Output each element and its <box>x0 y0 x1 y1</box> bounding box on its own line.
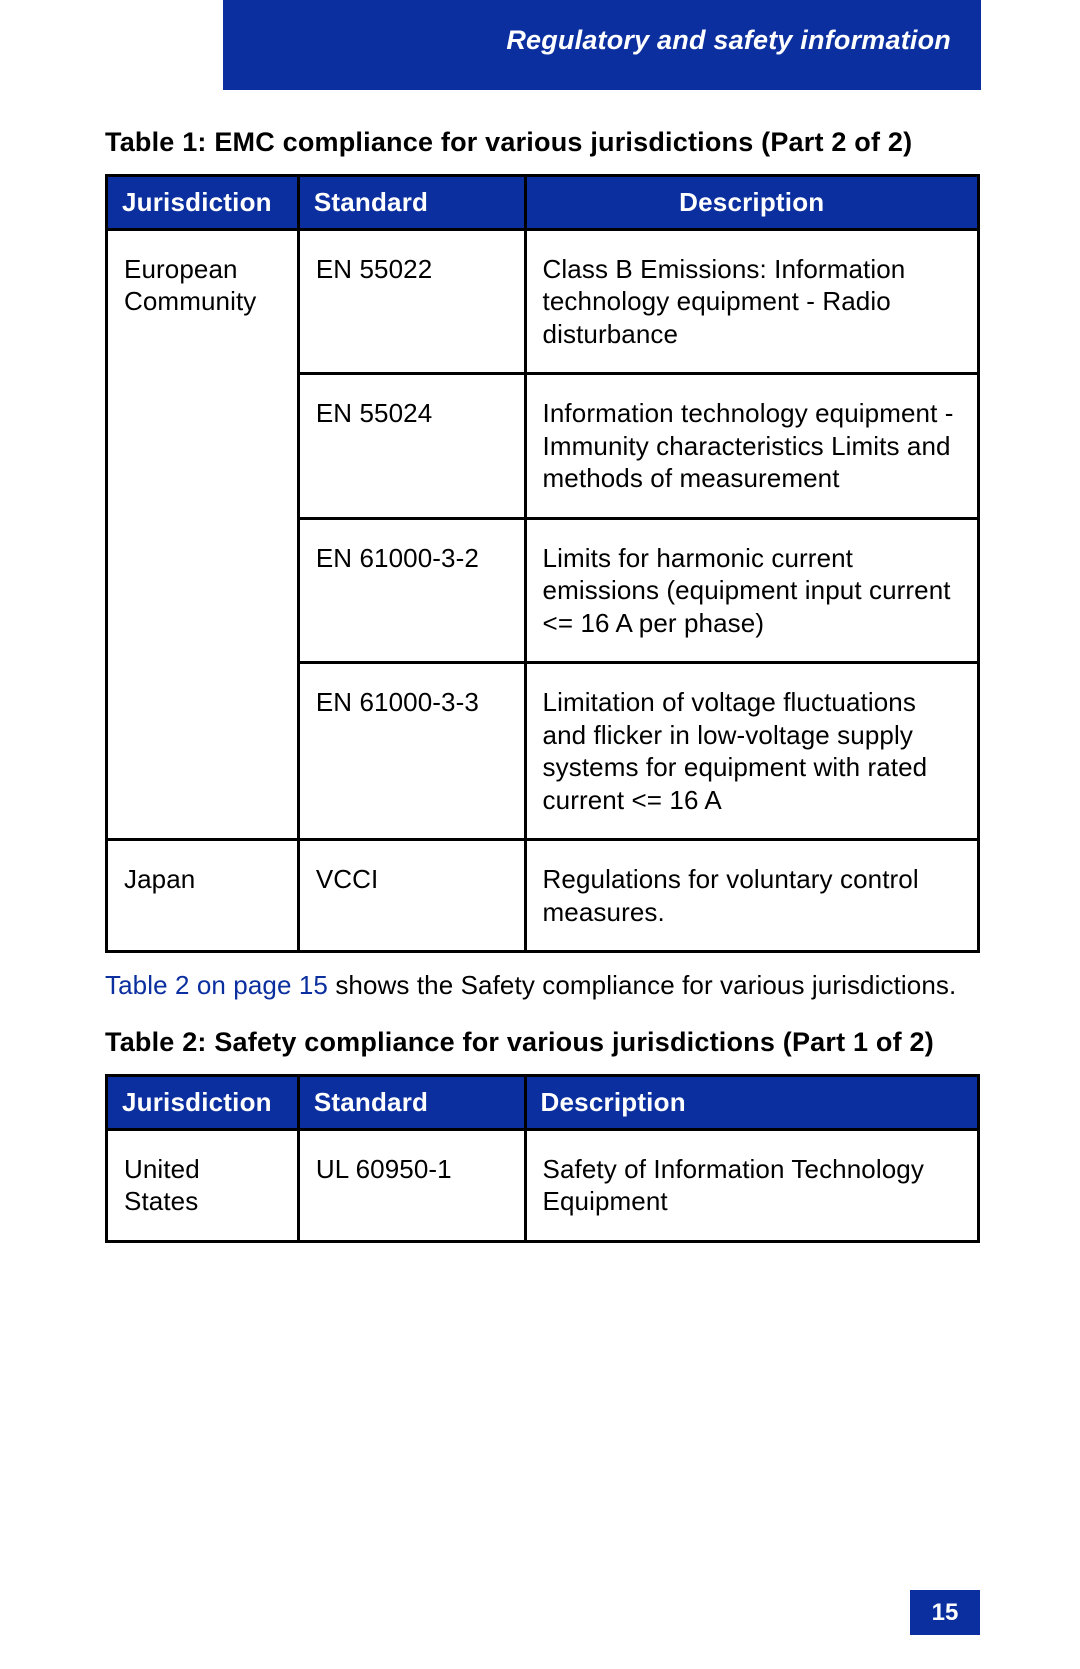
cell-standard: EN 55024 <box>298 374 525 519</box>
cell-description: Regulations for voluntary control measur… <box>525 840 978 952</box>
table1-col-standard: Standard <box>298 175 525 229</box>
header-tab: Regulatory and safety information <box>223 0 981 90</box>
cell-jurisdiction: Japan <box>107 840 299 952</box>
table-row: European Community EN 55022 Class B Emis… <box>107 229 979 374</box>
cell-description: Limits for harmonic current emissions (e… <box>525 518 978 663</box>
mid-paragraph-rest: shows the Safety compliance for various … <box>328 970 956 1000</box>
cell-standard: EN 55022 <box>298 229 525 374</box>
cell-description: Limitation of voltage fluctuations and f… <box>525 663 978 840</box>
cell-standard: EN 61000-3-2 <box>298 518 525 663</box>
cell-standard: VCCI <box>298 840 525 952</box>
cell-description: Safety of Information Technology Equipme… <box>525 1129 978 1241</box>
table2-cross-ref-link[interactable]: Table 2 on page 15 <box>105 970 328 1000</box>
table2: Jurisdiction Standard Description United… <box>105 1074 980 1243</box>
table-row: United States UL 60950-1 Safety of Infor… <box>107 1129 979 1241</box>
header-title: Regulatory and safety information <box>506 25 951 55</box>
table2-col-jurisdiction: Jurisdiction <box>107 1075 299 1129</box>
page-number: 15 <box>910 1590 980 1635</box>
cell-standard: UL 60950-1 <box>298 1129 525 1241</box>
cell-description: Class B Emissions: Information technolog… <box>525 229 978 374</box>
table1-col-description: Description <box>525 175 978 229</box>
table2-header-row: Jurisdiction Standard Description <box>107 1075 979 1129</box>
cell-standard: EN 61000-3-3 <box>298 663 525 840</box>
cell-description: Information technology equipment - Immun… <box>525 374 978 519</box>
table1-caption: Table 1: EMC compliance for various juri… <box>105 126 980 160</box>
cell-jurisdiction: United States <box>107 1129 299 1241</box>
table-row: Japan VCCI Regulations for voluntary con… <box>107 840 979 952</box>
cell-jurisdiction: European Community <box>107 229 299 840</box>
page-content: Table 1: EMC compliance for various juri… <box>105 110 980 1243</box>
table2-col-description: Description <box>525 1075 978 1129</box>
table1-header-row: Jurisdiction Standard Description <box>107 175 979 229</box>
document-page: Regulatory and safety information Table … <box>0 0 1080 1669</box>
table1-col-jurisdiction: Jurisdiction <box>107 175 299 229</box>
page-number-value: 15 <box>932 1599 959 1627</box>
table2-caption: Table 2: Safety compliance for various j… <box>105 1026 980 1060</box>
mid-paragraph: Table 2 on page 15 shows the Safety comp… <box>105 969 980 1002</box>
table2-col-standard: Standard <box>298 1075 525 1129</box>
table1: Jurisdiction Standard Description Europe… <box>105 174 980 954</box>
